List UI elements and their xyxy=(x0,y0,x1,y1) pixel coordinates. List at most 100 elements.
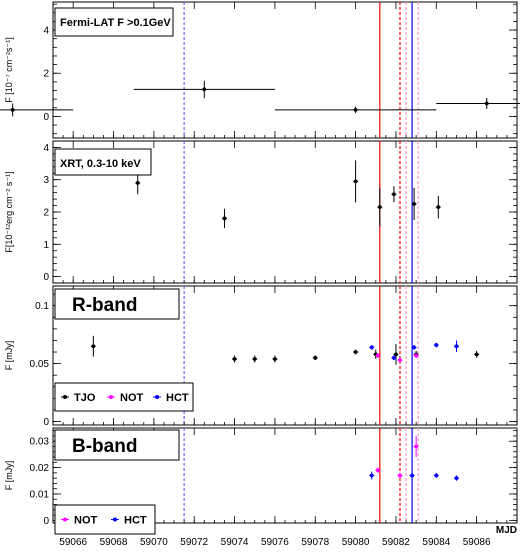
data-marker xyxy=(392,355,396,360)
y-tick-label: 0 xyxy=(43,417,49,428)
data-point xyxy=(90,335,96,357)
x-tick-label: 59080 xyxy=(342,537,370,548)
data-point xyxy=(393,343,399,365)
data-point xyxy=(397,472,403,479)
data-point xyxy=(252,355,258,363)
legend-entry: TJO xyxy=(74,392,96,404)
data-point xyxy=(232,355,238,363)
x-tick-label: 59066 xyxy=(59,537,87,548)
legend-entry: NOT xyxy=(74,515,98,527)
data-marker xyxy=(412,345,417,350)
data-point xyxy=(221,208,227,229)
data-point xyxy=(391,355,397,361)
data-point xyxy=(369,345,375,350)
panel-label-box xyxy=(54,7,174,37)
x-tick-label: 59068 xyxy=(100,537,128,548)
data-point xyxy=(274,106,437,114)
y-axis-label: F[10⁻¹²erg cm⁻² s⁻¹] xyxy=(4,171,14,252)
data-marker xyxy=(484,101,489,106)
data-point xyxy=(397,357,403,363)
data-point xyxy=(433,472,439,479)
data-point xyxy=(413,353,419,358)
data-marker xyxy=(222,216,227,221)
data-point xyxy=(409,472,415,479)
data-point xyxy=(272,355,278,363)
panel-1: 0 2 4 F [10⁻⁷ cm⁻²s⁻¹] Fermi-LAT F >0.1GeV xyxy=(0,1,520,139)
data-marker xyxy=(434,473,439,478)
y-tick-label: 2 xyxy=(43,208,49,219)
data-point xyxy=(353,349,359,355)
data-marker xyxy=(410,473,414,478)
legend-box xyxy=(54,504,156,535)
data-point xyxy=(453,475,459,481)
data-point xyxy=(377,187,383,227)
panel-4: 0 0.01 0.02 0.03 F [mJy] B-band NOT HCT xyxy=(4,427,518,535)
data-marker xyxy=(454,344,459,349)
data-marker xyxy=(91,344,96,349)
data-marker xyxy=(474,352,479,357)
data-point xyxy=(474,350,480,358)
x-tick-label: 59074 xyxy=(221,537,249,548)
data-marker xyxy=(436,205,441,210)
data-marker xyxy=(412,202,417,206)
data-marker xyxy=(454,476,459,481)
y-tick-label: 0.03 xyxy=(30,437,50,448)
data-marker xyxy=(414,444,419,449)
y-tick-label: 1 xyxy=(43,240,49,251)
legend: TJO NOT HCT xyxy=(54,382,194,412)
data-marker xyxy=(398,358,402,363)
data-marker xyxy=(252,357,257,361)
data-marker xyxy=(232,357,237,361)
y-tick-label: 0 xyxy=(43,112,49,123)
data-marker xyxy=(313,355,318,360)
x-tick-label: 59078 xyxy=(301,537,329,548)
data-marker xyxy=(434,343,439,347)
legend-box xyxy=(54,382,194,412)
panel-3: 0 0.05 0.1 F [mJy] R-band TJO NOT HCT xyxy=(4,285,518,428)
data-point xyxy=(312,355,318,361)
data-point xyxy=(435,195,441,219)
panel-2: 0 1 2 3 4 F[10⁻¹²erg cm⁻² s⁻¹] XRT, 0.3-10 keV xyxy=(4,140,518,284)
y-tick-label: 0 xyxy=(43,516,49,527)
data-marker xyxy=(414,353,419,358)
legend-marker xyxy=(155,395,159,399)
legend-marker xyxy=(63,395,67,399)
data-point xyxy=(411,345,417,350)
data-marker xyxy=(202,87,207,92)
data-point xyxy=(369,471,375,480)
data-point xyxy=(375,467,381,473)
legend-entry: NOT xyxy=(120,392,144,404)
legend-entry: HCT xyxy=(166,392,189,404)
data-point xyxy=(433,342,439,348)
data-point xyxy=(391,186,397,203)
panels-group: 0 2 4 F [10⁻⁷ cm⁻²s⁻¹] Fermi-LAT F >0.1GeV 0 1… xyxy=(0,1,520,548)
panel-label: R-band xyxy=(72,295,137,316)
data-marker xyxy=(375,353,380,358)
data-marker xyxy=(353,108,358,112)
y-axis-label: F [10⁻⁷ cm⁻²s⁻¹] xyxy=(4,37,14,103)
y-tick-label: 4 xyxy=(43,143,49,154)
data-point xyxy=(133,80,275,99)
data-marker xyxy=(375,468,380,473)
data-marker xyxy=(369,345,374,350)
data-marker xyxy=(353,350,358,354)
data-marker xyxy=(135,181,140,185)
panel-label-box xyxy=(54,148,152,176)
data-marker xyxy=(398,473,402,478)
data-marker xyxy=(394,352,398,357)
y-tick-label: 0.05 xyxy=(30,359,50,370)
x-tick-label: 59072 xyxy=(180,537,208,548)
panel-label-box xyxy=(54,429,180,461)
data-marker xyxy=(353,179,358,184)
data-marker xyxy=(369,473,374,478)
y-tick-label: 0.01 xyxy=(30,489,50,500)
panel-label: B-band xyxy=(72,436,137,457)
legend-marker xyxy=(113,517,117,522)
legend: NOT HCT xyxy=(54,504,156,535)
y-tick-label: 2 xyxy=(43,69,49,80)
data-point xyxy=(411,187,417,221)
data-marker xyxy=(392,192,396,197)
y-tick-label: 0.1 xyxy=(35,301,49,312)
y-axis-label: F [mJy] xyxy=(4,341,14,371)
